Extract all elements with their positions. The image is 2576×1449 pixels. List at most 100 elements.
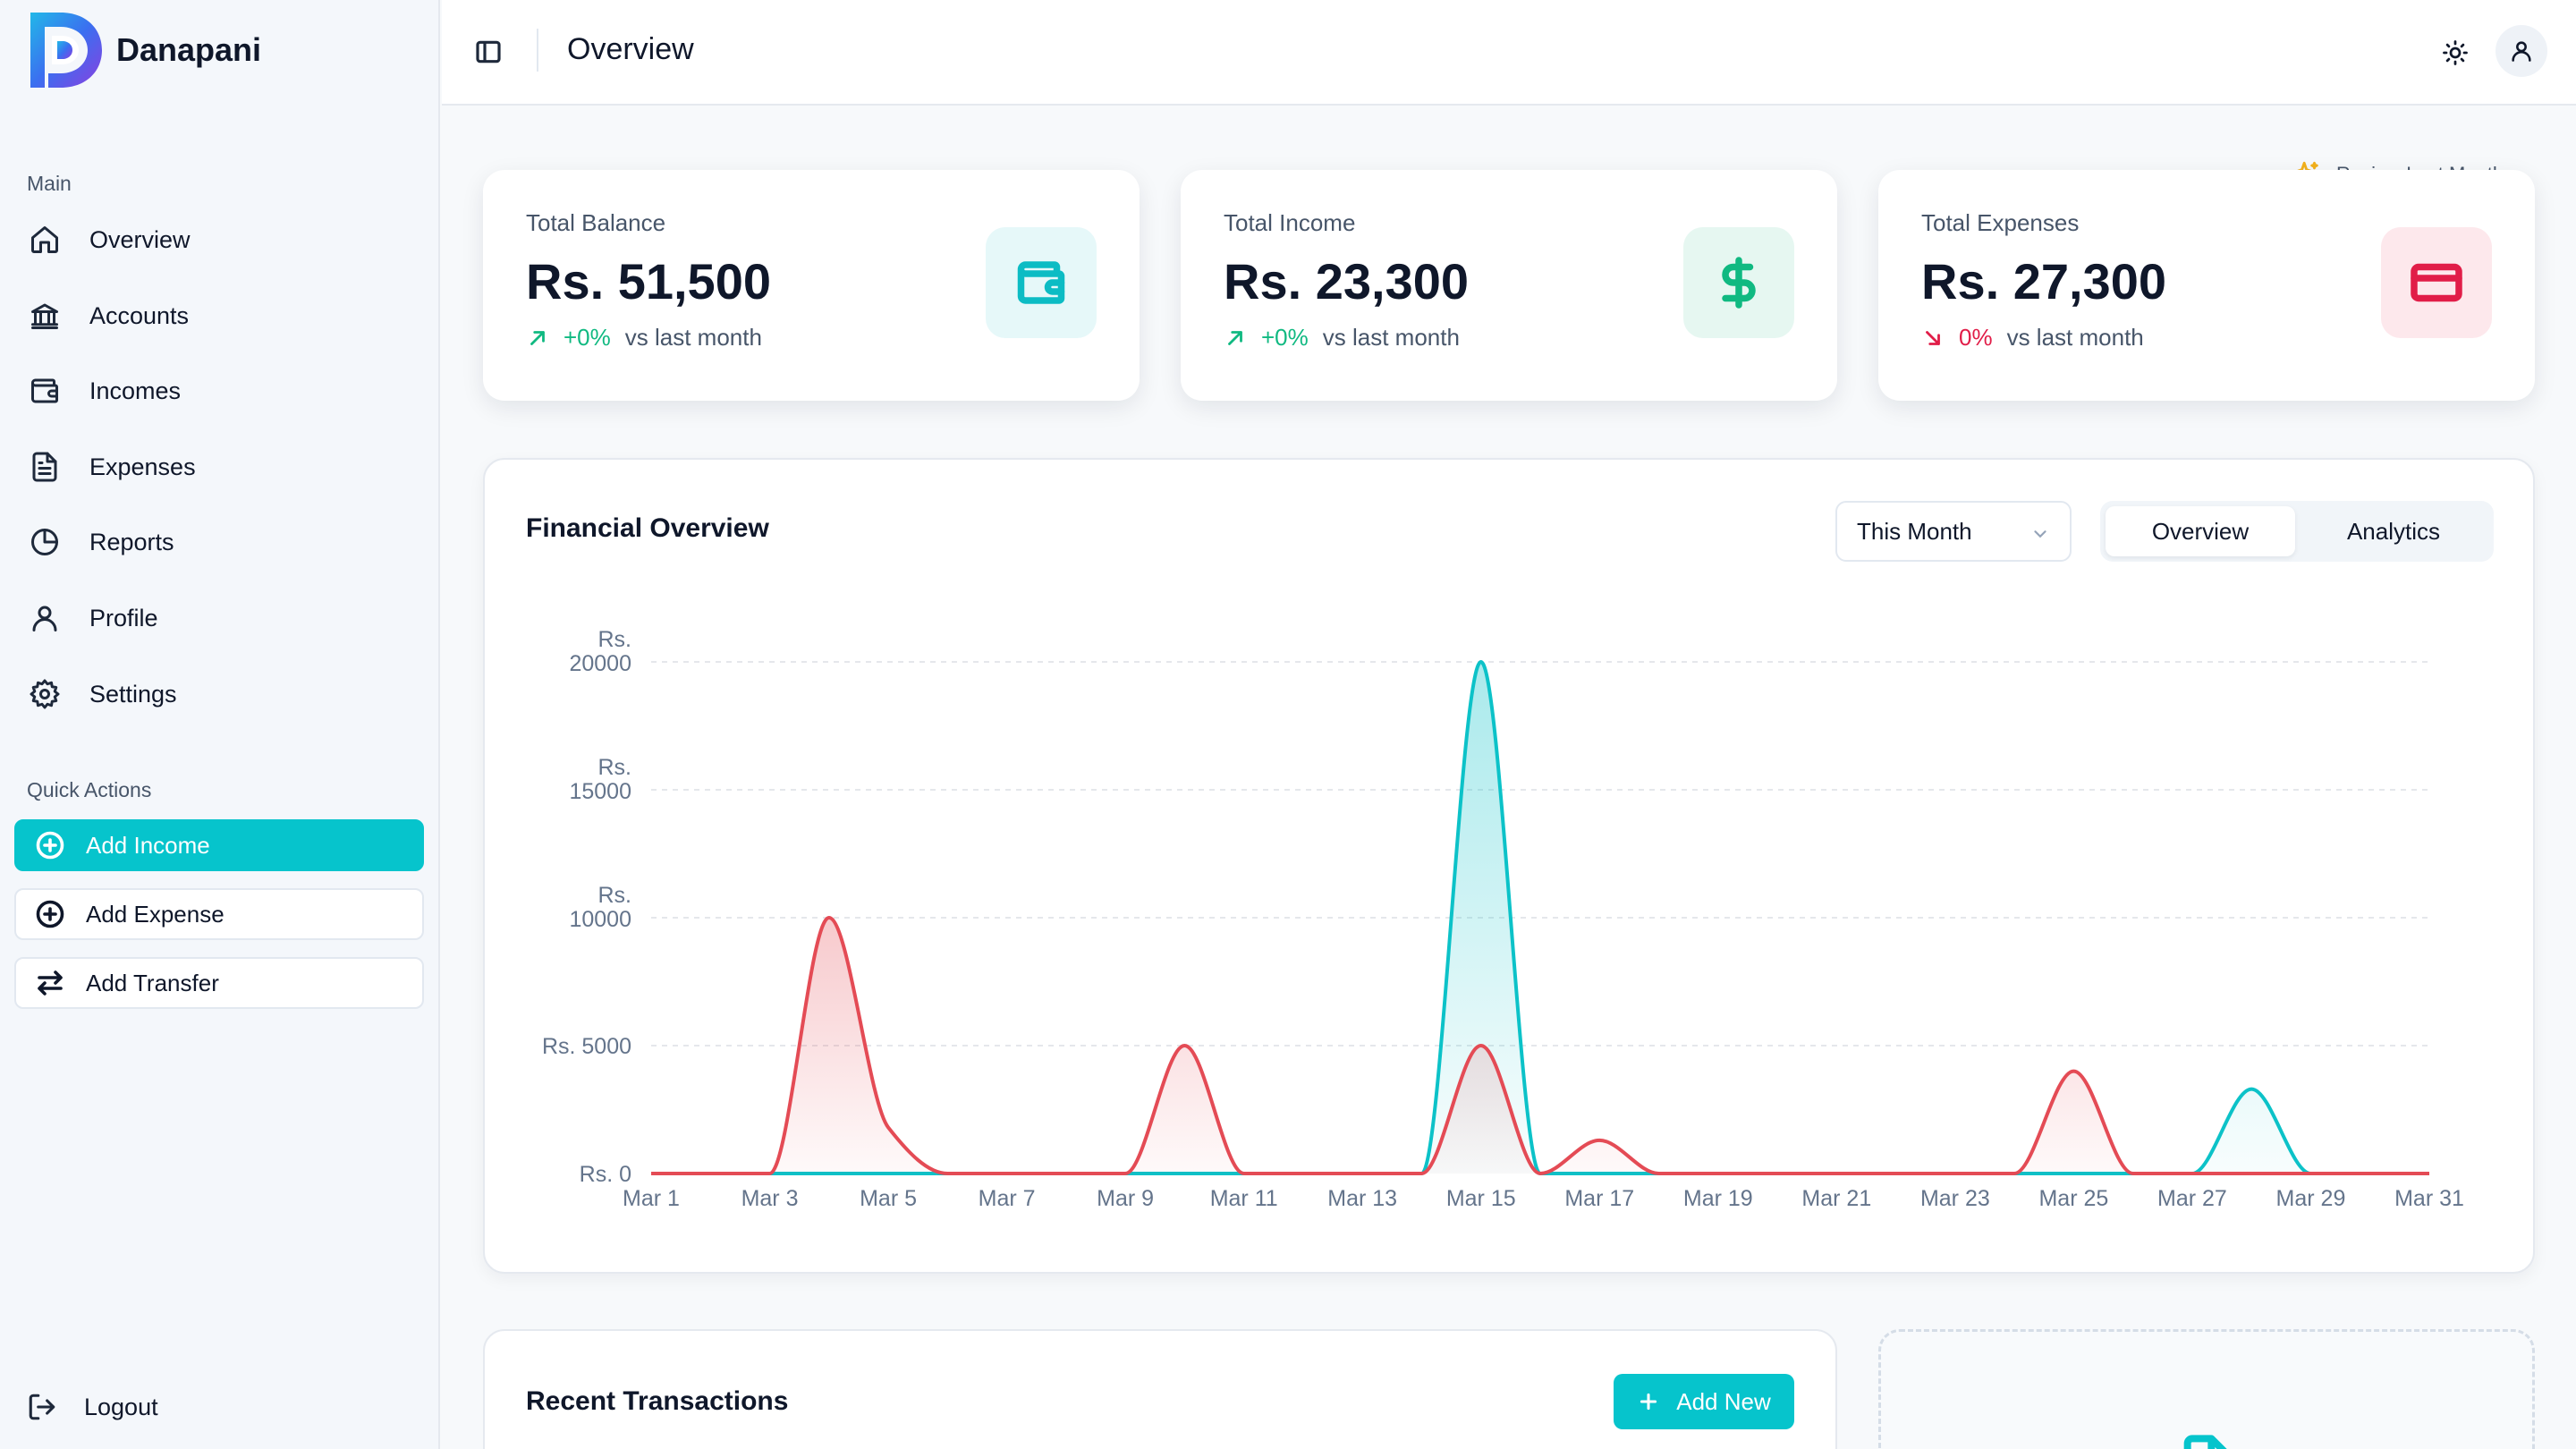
y-tick-label: 15000: [569, 779, 631, 804]
upload-dropzone[interactable]: [1878, 1329, 2535, 1449]
y-tick-label: 10000: [569, 907, 631, 932]
y-tick-label: 20000: [569, 651, 631, 676]
pie-chart-icon: [27, 524, 63, 560]
x-tick-label: Mar 19: [1683, 1186, 1753, 1211]
period-select-value: This Month: [1857, 517, 1972, 545]
bank-icon: [27, 298, 63, 334]
y-tick-label: Rs.: [598, 883, 632, 908]
credit-card-icon: [2381, 227, 2492, 338]
sidebar-item-label: Settings: [89, 680, 177, 708]
home-icon: [27, 222, 63, 258]
sidebar-item-accounts[interactable]: Accounts: [27, 289, 420, 343]
total-income-card: Total Income Rs. 23,300 +0% vs last mont…: [1181, 170, 1837, 401]
user-menu-button[interactable]: [2496, 25, 2547, 77]
add-expense-label: Add Expense: [86, 900, 225, 928]
x-tick-label: Mar 27: [2157, 1186, 2227, 1211]
stat-change: 0% vs last month: [1921, 324, 2144, 352]
x-tick-label: Mar 5: [860, 1186, 917, 1211]
sidebar-item-expenses[interactable]: Expenses: [27, 440, 420, 494]
chart-title: Financial Overview: [526, 513, 769, 543]
tab-analytics[interactable]: Analytics: [2346, 517, 2441, 545]
sidebar-item-label: Accounts: [89, 301, 190, 329]
add-income-label: Add Income: [86, 831, 210, 859]
brand[interactable]: Danapani: [27, 9, 261, 91]
top-header: Overview: [442, 0, 2576, 106]
add-transfer-label: Add Transfer: [86, 969, 219, 996]
stat-change: +0% vs last month: [526, 324, 762, 352]
arrow-down-right-icon: [1921, 326, 1945, 350]
user-icon: [2512, 41, 2531, 62]
total-expenses-card: Total Expenses Rs. 27,300 0% vs last mon…: [1878, 170, 2535, 401]
y-tick-label: Rs. 5000: [542, 1034, 631, 1059]
sidebar-toggle-button[interactable]: [469, 32, 508, 72]
sun-icon: [2443, 40, 2468, 65]
stat-label: Total Expenses: [1921, 209, 2080, 236]
stat-value: Rs. 27,300: [1921, 253, 2166, 309]
x-tick-label: Mar 25: [2038, 1186, 2108, 1211]
sidebar-item-label: Incomes: [89, 377, 182, 404]
stat-change-caption: vs last month: [1322, 324, 1460, 351]
recent-transactions-card: Recent Transactions Add New: [483, 1329, 1837, 1449]
sidebar-item-profile[interactable]: Profile: [27, 591, 420, 645]
sidebar-item-incomes[interactable]: Incomes: [27, 364, 420, 418]
logout-button[interactable]: Logout: [27, 1383, 158, 1431]
gear-icon: [27, 676, 63, 712]
period-select[interactable]: This Month: [1835, 501, 2072, 562]
quick-actions-label: Quick Actions: [27, 778, 152, 801]
x-tick-label: Mar 21: [1801, 1186, 1871, 1211]
stat-change-caption: vs last month: [2006, 324, 2144, 351]
x-tick-label: Mar 29: [2276, 1186, 2346, 1211]
add-expense-button[interactable]: Add Expense: [14, 888, 424, 940]
header-divider: [537, 29, 538, 72]
logout-icon: [29, 1394, 55, 1420]
x-tick-label: Mar 7: [979, 1186, 1036, 1211]
sidebar-item-label: Profile: [89, 604, 158, 631]
tab-overview[interactable]: Overview: [2106, 506, 2295, 556]
brand-name: Danapani: [116, 31, 262, 68]
wallet-icon: [27, 373, 63, 409]
y-tick-label: Rs. 0: [580, 1162, 631, 1187]
y-tick-label: Rs.: [598, 755, 632, 780]
theme-toggle-button[interactable]: [2433, 30, 2478, 75]
file-icon: [2183, 1435, 2227, 1449]
sidebar-item-overview[interactable]: Overview: [27, 213, 420, 267]
wallet-icon: [986, 227, 1097, 338]
dollar-icon: [1683, 227, 1794, 338]
plus-icon: [1640, 1393, 1657, 1411]
total-balance-card: Total Balance Rs. 51,500 +0% vs last mon…: [483, 170, 1140, 401]
logout-label: Logout: [84, 1393, 158, 1420]
plus-circle-icon: [32, 827, 68, 863]
add-new-button[interactable]: Add New: [1614, 1374, 1794, 1429]
plus-circle-icon: [32, 896, 68, 932]
expense-line: [650, 915, 2429, 1176]
expense-area: [651, 918, 2429, 1174]
stat-change: +0% vs last month: [1224, 324, 1460, 352]
stat-value: Rs. 23,300: [1224, 253, 1469, 309]
page-title: Overview: [567, 32, 694, 66]
x-tick-label: Mar 11: [1210, 1186, 1278, 1211]
stat-change-percent: +0%: [564, 324, 611, 351]
danapani-logo: [30, 13, 102, 88]
sidebar-item-label: Expenses: [89, 453, 196, 480]
x-tick-label: Mar 15: [1446, 1186, 1516, 1211]
add-transfer-button[interactable]: Add Transfer: [14, 957, 424, 1009]
stat-value: Rs. 51,500: [526, 253, 771, 309]
add-income-button[interactable]: Add Income: [14, 819, 424, 871]
x-tick-label: Mar 9: [1097, 1186, 1154, 1211]
arrows-swap-icon: [32, 965, 68, 1001]
stat-label: Total Balance: [526, 209, 666, 236]
x-tick-label: Mar 13: [1327, 1186, 1397, 1211]
arrow-up-right-icon: [526, 326, 549, 350]
sidebar-item-reports[interactable]: Reports: [27, 515, 420, 569]
x-tick-label: Mar 23: [1920, 1186, 1990, 1211]
stat-label: Total Income: [1224, 209, 1356, 236]
stat-change-percent: 0%: [1959, 324, 1993, 351]
stat-change-caption: vs last month: [624, 324, 762, 351]
x-tick-label: Mar 3: [741, 1186, 799, 1211]
sidebar-item-label: Reports: [89, 528, 174, 555]
recent-transactions-title: Recent Transactions: [526, 1386, 789, 1416]
financial-overview-card: Financial Overview This Month Overview A…: [483, 458, 2535, 1274]
sidebar-toggle-icon: [476, 40, 501, 64]
chevron-down-icon: [2034, 530, 2046, 538]
sidebar-item-settings[interactable]: Settings: [27, 667, 420, 721]
